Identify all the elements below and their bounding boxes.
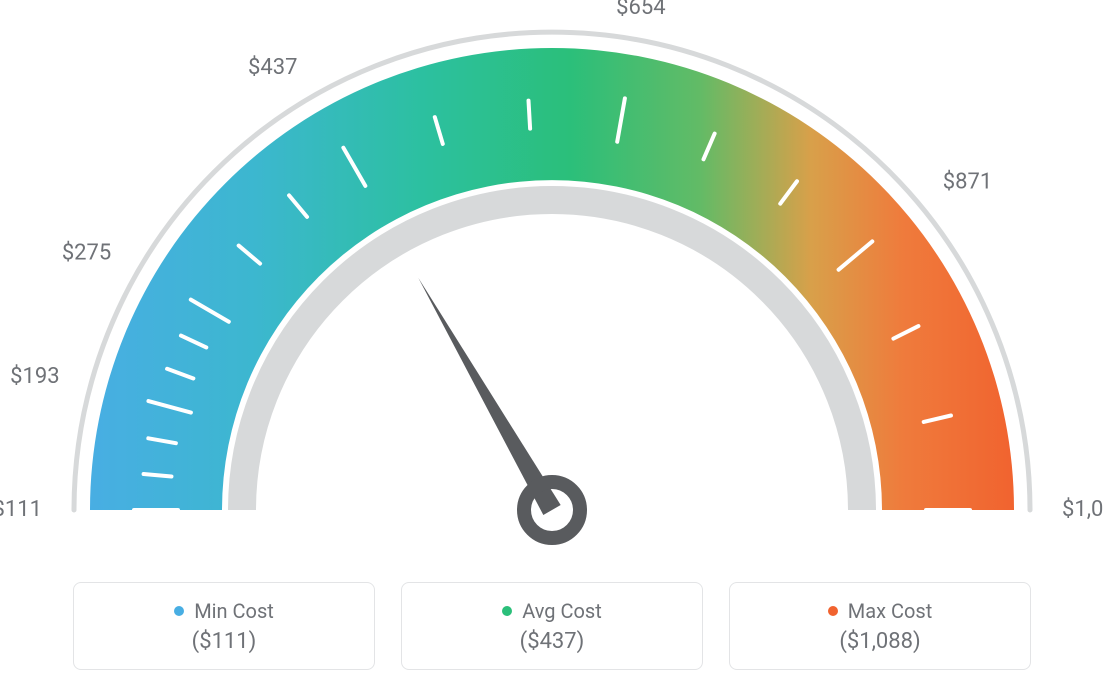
gauge-tick-label: $1,088	[1062, 497, 1104, 522]
gauge-chart: $111 $193 $275 $437 $654 $871 $1,088	[0, 0, 1104, 560]
legend-label-avg: Avg Cost	[522, 599, 602, 623]
legend-row: Min Cost ($111) Avg Cost ($437) Max Cost…	[0, 582, 1104, 670]
legend-title-min: Min Cost	[174, 599, 274, 623]
legend-title-max: Max Cost	[828, 599, 933, 623]
legend-dot-avg	[502, 606, 512, 616]
gauge-svg: $111 $193 $275 $437 $654 $871 $1,088	[0, 0, 1104, 560]
legend-box-max: Max Cost ($1,088)	[729, 582, 1031, 670]
gauge-tick-label: $654	[616, 0, 665, 20]
gauge-tick-label: $275	[62, 240, 111, 265]
legend-title-avg: Avg Cost	[502, 599, 602, 623]
gauge-tick-label: $437	[248, 55, 297, 80]
legend-label-min: Min Cost	[194, 599, 274, 623]
legend-dot-max	[828, 606, 838, 616]
legend-value-max: ($1,088)	[839, 629, 920, 654]
legend-box-avg: Avg Cost ($437)	[401, 582, 703, 670]
legend-box-min: Min Cost ($111)	[73, 582, 375, 670]
gauge-tick-label: $193	[10, 364, 59, 389]
legend-label-max: Max Cost	[848, 599, 933, 623]
legend-value-min: ($111)	[192, 629, 257, 654]
legend-value-avg: ($437)	[520, 629, 585, 654]
gauge-tick-label: $111	[0, 497, 42, 522]
legend-dot-min	[174, 606, 184, 616]
gauge-tick-label: $871	[943, 169, 992, 194]
